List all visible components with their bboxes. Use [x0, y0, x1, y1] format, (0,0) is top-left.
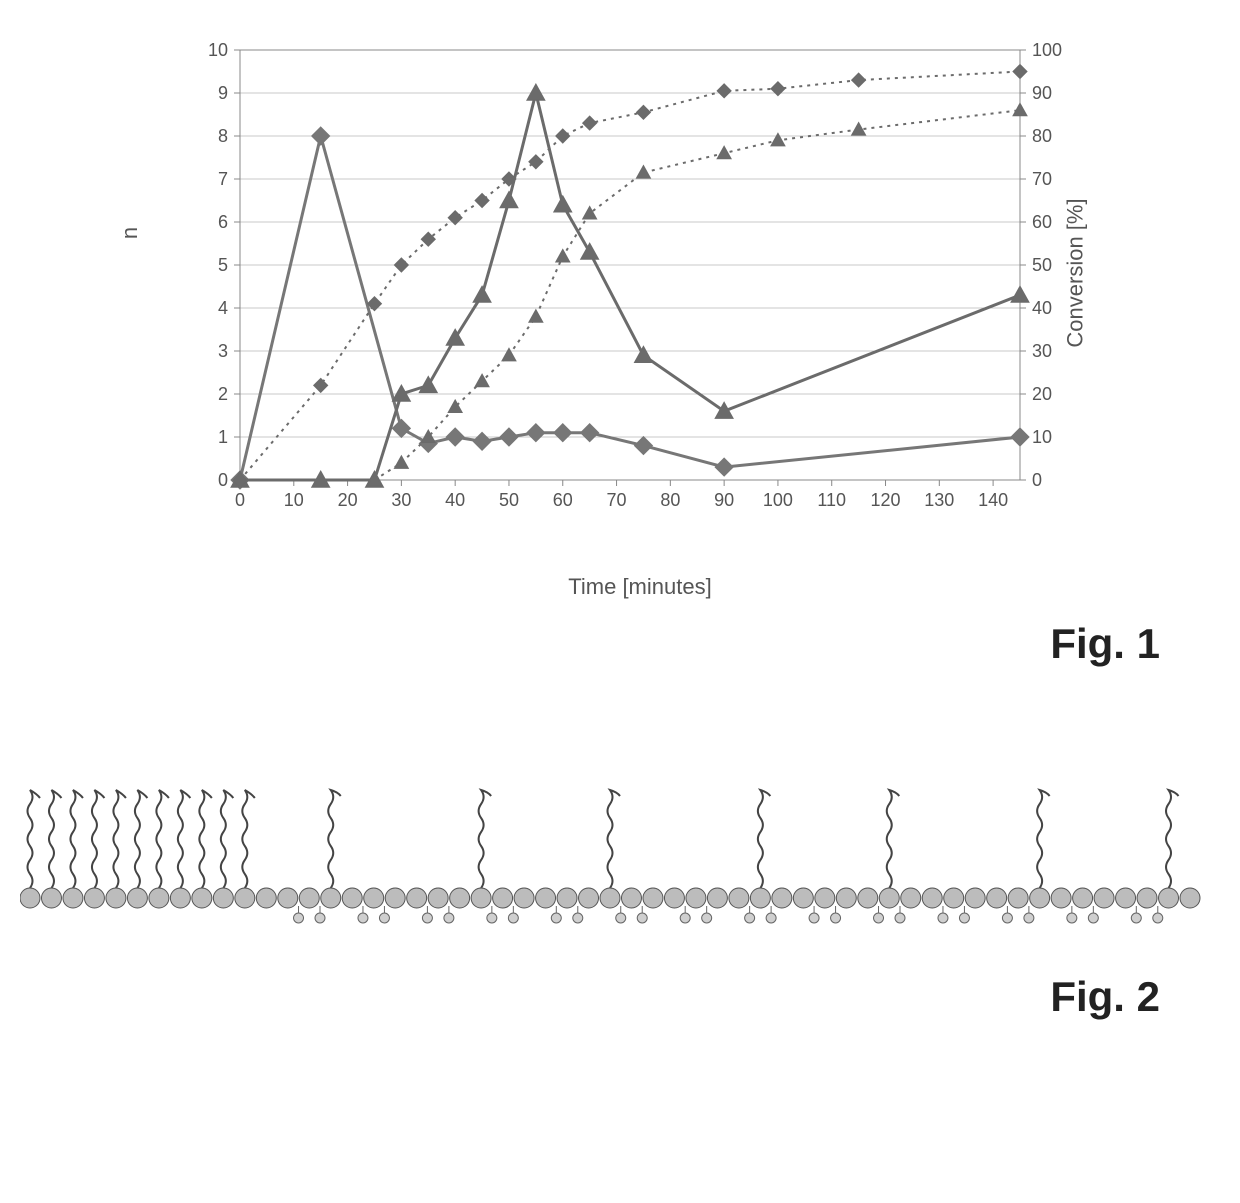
svg-text:90: 90 [1032, 83, 1052, 103]
svg-text:130: 130 [924, 490, 954, 510]
svg-text:80: 80 [660, 490, 680, 510]
svg-text:40: 40 [1032, 298, 1052, 318]
svg-text:6: 6 [218, 212, 228, 232]
svg-text:60: 60 [1032, 212, 1052, 232]
svg-text:50: 50 [499, 490, 519, 510]
figure-2-caption: Fig. 2 [20, 973, 1160, 1021]
svg-text:0: 0 [1032, 470, 1042, 490]
svg-text:3: 3 [218, 341, 228, 361]
svg-text:5: 5 [218, 255, 228, 275]
x-axis-label: Time [minutes] [180, 574, 1100, 600]
svg-text:7: 7 [218, 169, 228, 189]
svg-text:4: 4 [218, 298, 228, 318]
svg-text:2: 2 [218, 384, 228, 404]
svg-text:60: 60 [553, 490, 573, 510]
svg-text:30: 30 [391, 490, 411, 510]
svg-text:50: 50 [1032, 255, 1052, 275]
y-axis-right-label: Conversion [%] [1062, 198, 1088, 347]
svg-text:1: 1 [218, 427, 228, 447]
svg-text:70: 70 [607, 490, 627, 510]
svg-text:70: 70 [1032, 169, 1052, 189]
svg-text:8: 8 [218, 126, 228, 146]
svg-text:100: 100 [763, 490, 793, 510]
svg-text:30: 30 [1032, 341, 1052, 361]
chart-plot: 0102030405060708090100110120130140012345… [180, 30, 1100, 530]
svg-text:90: 90 [714, 490, 734, 510]
schematic-diagram [20, 788, 1220, 948]
svg-text:0: 0 [218, 470, 228, 490]
svg-text:9: 9 [218, 83, 228, 103]
svg-text:80: 80 [1032, 126, 1052, 146]
figure-2-container [20, 788, 1220, 953]
svg-text:0: 0 [235, 490, 245, 510]
svg-text:10: 10 [284, 490, 304, 510]
figure-1-container: n Conversion [%] 01020304050607080901001… [180, 30, 1100, 600]
svg-text:20: 20 [1032, 384, 1052, 404]
svg-text:10: 10 [208, 40, 228, 60]
y-axis-left-label: n [117, 227, 143, 239]
svg-text:40: 40 [445, 490, 465, 510]
svg-text:100: 100 [1032, 40, 1062, 60]
svg-text:20: 20 [338, 490, 358, 510]
svg-text:140: 140 [978, 490, 1008, 510]
svg-text:120: 120 [870, 490, 900, 510]
figure-1-caption: Fig. 1 [20, 620, 1160, 668]
svg-text:10: 10 [1032, 427, 1052, 447]
svg-text:110: 110 [817, 490, 846, 510]
